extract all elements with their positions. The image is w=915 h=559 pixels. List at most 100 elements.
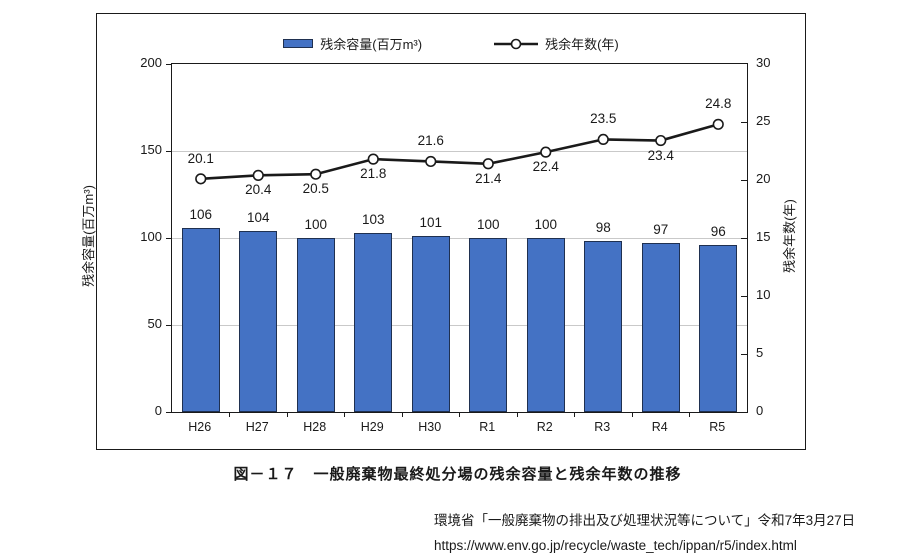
line-marker [712,118,724,130]
line-marker [367,153,379,165]
right-axis-tick [741,237,747,239]
legend-item-capacity: 残余容量(百万m³) [283,34,422,53]
line-marker [310,168,322,180]
line-value-label: 21.6 [417,133,444,149]
bar-value-label: 96 [710,223,726,239]
left-axis-tick [165,237,171,239]
line-marker [425,155,437,168]
line-value-label: 22.4 [532,159,559,175]
bar-H27 [239,231,278,412]
bar-value-label: 97 [653,222,669,238]
line-marker [195,173,207,185]
line-series-swatch-icon [494,38,539,49]
right-axis-tick-label: 20 [756,171,771,186]
right-axis-tick-label: 0 [756,403,764,418]
source-url: https://www.env.go.jp/recycle/waste_tech… [434,538,797,553]
left-axis-tick-label: 150 [140,142,162,157]
bar-series-swatch-icon [283,39,314,48]
x-axis-label-H26: H26 [188,420,212,434]
line-value-label: 20.1 [187,150,214,166]
grid-line [172,237,747,239]
bar-R3 [584,241,623,412]
left-axis-tick [165,324,171,326]
left-axis-tick [165,411,171,413]
plot-area: 106 104 100 103 101 100 100 98 97 96 20.1 20.4 20.5 2… [165,63,748,417]
bar-H26 [181,227,220,412]
x-axis-label-R3: R3 [594,420,611,434]
line-marker [540,146,552,158]
bar-value-label: 103 [361,211,385,227]
bar-R5 [699,244,738,412]
left-axis-tick-label: 200 [140,55,162,70]
right-axis-tick [741,353,747,355]
figure-caption: 図－１７ 一般廃棄物最終処分場の残余容量と残余年数の推移 [233,466,682,483]
source-block: 環境省「一般廃棄物の排出及び処理状況等について」令和7年3月27日 https:… [434,508,855,558]
x-axis-label-H28: H28 [303,420,327,434]
right-axis-tick [741,121,747,123]
bar-R4 [641,243,680,412]
right-axis-tick [741,295,747,297]
left-axis-tick-label: 50 [147,316,162,331]
x-axis-label-H27: H27 [245,420,269,434]
x-axis-label-R1: R1 [479,420,496,434]
x-axis-label-H30: H30 [418,420,442,434]
x-axis-tick [286,412,288,417]
source-citation: 環境省「一般廃棄物の排出及び処理状況等について」令和7年3月27日 [434,513,856,528]
bar-R2 [526,238,565,412]
grid-line [172,324,747,326]
bar-value-label: 101 [419,215,443,231]
right-axis-tick-label: 15 [756,229,771,244]
legend-item-years: 残余年数(年) [494,34,619,53]
bar-R1 [469,238,508,412]
x-axis-label-R2: R2 [536,420,553,434]
chart-frame: 残余容量(百万m³) 残余年数(年) 106 104 100 103 101 100 100… [81,13,806,450]
grid-line [172,150,747,152]
line-value-label: 20.4 [245,182,272,198]
line-value-label: 23.4 [647,147,674,163]
x-axis-tick [574,412,575,417]
line-marker [655,134,667,147]
left-axis-tick [165,63,171,65]
right-axis-tick [741,179,747,181]
bar-value-label: 106 [189,206,213,222]
line-marker [252,169,264,181]
left-axis-tick-label: 0 [154,403,162,418]
chart-legend: 残余容量(百万m³) 残余年数(年) [97,34,805,53]
right-axis-tick-label: 5 [756,345,764,360]
bar-value-label: 100 [534,217,558,232]
line-marker [597,133,609,145]
legend-label-years: 残余年数(年) [545,37,619,52]
right-axis-tick-label: 25 [756,113,771,128]
bar-H28 [296,238,335,412]
left-axis-title: 残余容量(百万m³) [81,185,96,287]
left-axis-tick-label: 100 [140,229,162,244]
x-axis-tick [689,412,690,417]
bar-value-label: 98 [595,220,611,236]
bar-H30 [411,236,450,412]
bar-value-label: 100 [304,217,328,232]
left-axis-tick [165,150,171,152]
line-value-label: 24.8 [705,96,732,112]
x-axis-tick [516,412,518,417]
right-axis-tick-label: 10 [756,287,771,302]
x-axis-tick [459,412,460,417]
x-axis-tick [401,412,403,417]
legend-label-capacity: 残余容量(百万m³) [320,37,423,52]
line-series [195,118,724,185]
bar-value-label: 100 [476,217,500,232]
line-value-label: 21.8 [360,166,387,182]
line-value-label: 20.5 [302,181,329,197]
x-axis-tick [631,412,633,417]
bar-value-label: 104 [246,210,270,226]
x-axis-label-R5: R5 [709,420,726,434]
x-axis-label-R4: R4 [651,420,668,434]
x-axis-tick [229,412,230,417]
bar-H29 [354,232,393,412]
line-value-label: 21.4 [475,170,502,186]
line-value-label: 23.5 [590,111,617,127]
x-axis-tick [344,412,345,417]
x-axis-label-H29: H29 [360,420,384,434]
line-marker [482,158,494,170]
right-axis-tick-label: 30 [756,55,771,70]
